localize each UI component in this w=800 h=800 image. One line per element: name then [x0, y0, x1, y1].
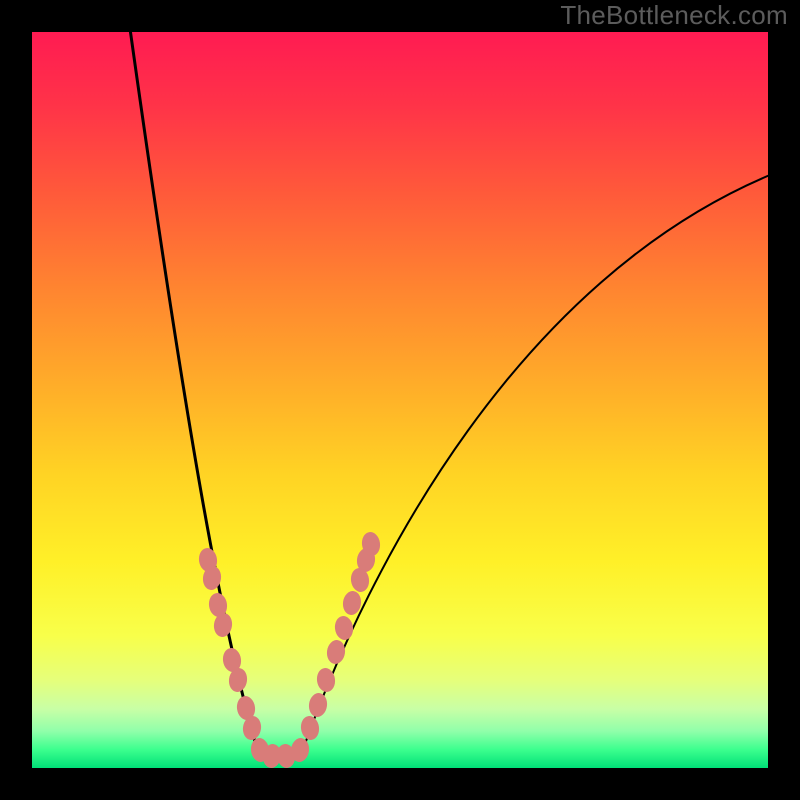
bottleneck-chart — [0, 0, 800, 800]
gradient-background — [32, 32, 768, 768]
chart-stage: TheBottleneck.com — [0, 0, 800, 800]
